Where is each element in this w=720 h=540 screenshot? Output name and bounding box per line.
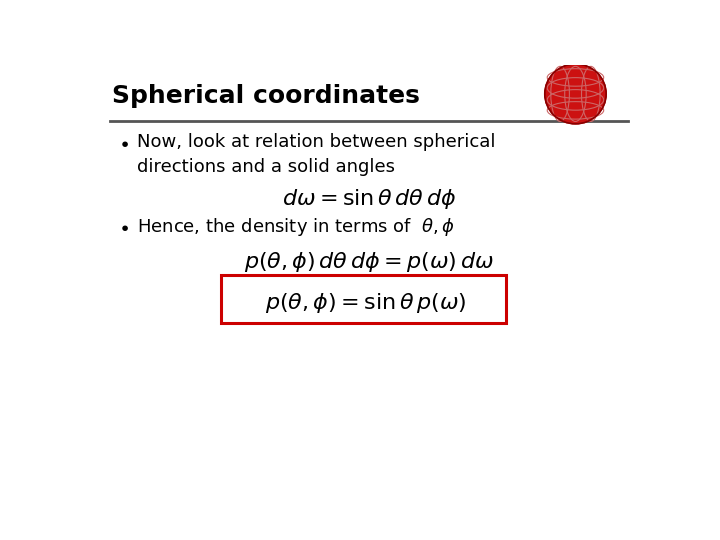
Text: $d\omega = \sin\theta\, d\theta\, d\phi$: $d\omega = \sin\theta\, d\theta\, d\phi$ bbox=[282, 187, 456, 212]
Text: Hence, the density in terms of  $\theta,\phi$: Hence, the density in terms of $\theta,\… bbox=[138, 216, 456, 238]
Text: Now, look at relation between spherical: Now, look at relation between spherical bbox=[138, 133, 496, 151]
Ellipse shape bbox=[545, 64, 606, 124]
Text: $\bullet$: $\bullet$ bbox=[118, 217, 129, 235]
Text: $p(\theta,\phi) = \sin\theta\, p(\omega)$: $p(\theta,\phi) = \sin\theta\, p(\omega)… bbox=[266, 292, 467, 315]
Text: $p(\theta,\phi)\,d\theta\,d\phi = p(\omega)\,d\omega$: $p(\theta,\phi)\,d\theta\,d\phi = p(\ome… bbox=[244, 250, 494, 274]
Text: directions and a solid angles: directions and a solid angles bbox=[138, 158, 395, 177]
FancyBboxPatch shape bbox=[221, 275, 505, 322]
Text: $\bullet$: $\bullet$ bbox=[118, 133, 129, 152]
Text: Spherical coordinates: Spherical coordinates bbox=[112, 84, 420, 107]
